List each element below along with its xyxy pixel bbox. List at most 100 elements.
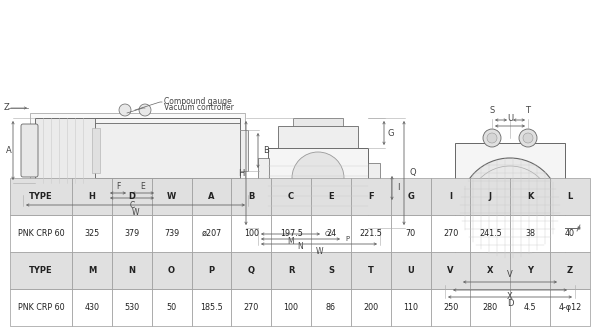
Bar <box>232 252 271 289</box>
Bar <box>10 252 72 289</box>
Bar <box>391 215 431 252</box>
Text: 185.5: 185.5 <box>200 303 223 312</box>
Text: U: U <box>407 266 414 275</box>
Text: A: A <box>6 146 12 155</box>
Text: P: P <box>345 236 349 242</box>
Bar <box>232 178 271 215</box>
Text: V: V <box>507 270 513 279</box>
Bar <box>550 289 590 326</box>
Bar <box>271 178 311 215</box>
Text: Z: Z <box>3 104 9 113</box>
Text: 100: 100 <box>244 229 259 238</box>
Bar <box>311 289 351 326</box>
Text: C: C <box>288 192 294 201</box>
Bar <box>391 178 431 215</box>
Bar <box>232 289 271 326</box>
Bar <box>112 252 152 289</box>
Circle shape <box>483 129 501 147</box>
Text: J: J <box>489 192 492 201</box>
Bar <box>232 215 271 252</box>
Bar <box>258 158 269 208</box>
Text: A: A <box>208 192 215 201</box>
Bar <box>293 118 343 126</box>
Bar <box>215 185 235 195</box>
Circle shape <box>554 275 560 281</box>
Bar <box>112 215 152 252</box>
Text: 4.5: 4.5 <box>524 303 536 312</box>
Circle shape <box>523 133 533 143</box>
Text: 86: 86 <box>326 303 336 312</box>
Bar <box>311 178 351 215</box>
Text: I: I <box>449 192 452 201</box>
Text: S: S <box>490 106 494 115</box>
Bar <box>271 215 311 252</box>
Text: 530: 530 <box>124 303 139 312</box>
Bar <box>511 252 550 289</box>
Bar <box>10 215 72 252</box>
Text: Q: Q <box>409 169 416 177</box>
Bar <box>431 252 470 289</box>
Circle shape <box>487 133 497 143</box>
Text: D: D <box>507 299 513 308</box>
Text: PNK CRP 60: PNK CRP 60 <box>17 303 64 312</box>
Bar <box>10 178 72 215</box>
Bar <box>470 289 511 326</box>
Bar <box>72 215 112 252</box>
Bar <box>369 178 379 193</box>
Text: PNK CRP 60: PNK CRP 60 <box>17 229 64 238</box>
Bar <box>470 215 511 252</box>
Text: Vacuum controller: Vacuum controller <box>164 104 234 113</box>
Text: E: E <box>140 182 145 191</box>
Text: X: X <box>487 266 494 275</box>
Circle shape <box>527 275 533 281</box>
Text: W: W <box>315 247 323 256</box>
Circle shape <box>487 275 493 281</box>
Text: X: X <box>507 292 513 301</box>
Bar <box>112 289 152 326</box>
Bar <box>311 215 351 252</box>
Bar <box>152 178 191 215</box>
Bar <box>511 289 550 326</box>
Text: L: L <box>568 192 573 201</box>
Text: N: N <box>298 242 304 251</box>
Text: 270: 270 <box>244 303 259 312</box>
Bar <box>152 289 191 326</box>
Bar <box>278 126 358 148</box>
Bar <box>191 215 232 252</box>
Bar <box>72 252 112 289</box>
Text: G: G <box>388 129 395 137</box>
Text: 379: 379 <box>124 229 139 238</box>
Text: T: T <box>526 106 530 115</box>
Bar <box>72 178 112 215</box>
Bar <box>470 178 511 215</box>
Bar <box>271 289 311 326</box>
Text: B: B <box>263 146 269 155</box>
Text: I: I <box>397 183 400 193</box>
Bar <box>351 215 391 252</box>
Text: U: U <box>507 114 513 123</box>
Bar <box>35 118 240 183</box>
Bar <box>351 252 391 289</box>
Text: 241.5: 241.5 <box>479 229 502 238</box>
Text: T: T <box>368 266 374 275</box>
Bar <box>431 178 470 215</box>
Text: 430: 430 <box>85 303 100 312</box>
Bar <box>550 252 590 289</box>
Text: TYPE: TYPE <box>29 192 53 201</box>
Bar <box>191 178 232 215</box>
Text: 270: 270 <box>443 229 458 238</box>
Text: 40: 40 <box>565 229 575 238</box>
Circle shape <box>460 158 560 258</box>
Bar <box>30 113 245 188</box>
Bar <box>455 143 565 273</box>
Bar <box>271 252 311 289</box>
Text: W: W <box>132 208 139 217</box>
Text: 110: 110 <box>403 303 418 312</box>
Text: Z: Z <box>567 266 573 275</box>
Bar <box>112 178 152 215</box>
Bar <box>92 128 100 173</box>
Bar <box>391 289 431 326</box>
Text: O: O <box>325 231 331 237</box>
Bar <box>110 181 160 195</box>
FancyBboxPatch shape <box>21 124 38 177</box>
